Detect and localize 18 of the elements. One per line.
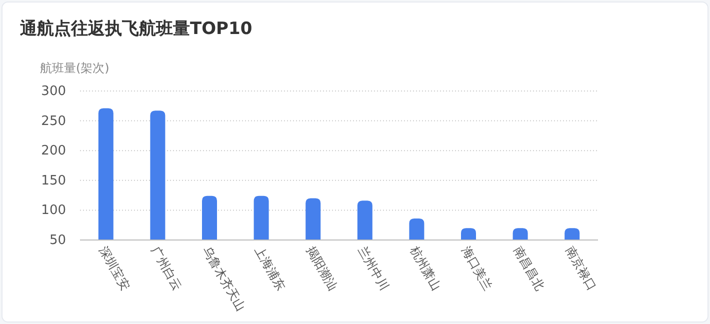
chart-title: 通航点往返执飞航班量TOP10 <box>19 19 252 39</box>
y-tick-label: 300 <box>41 84 66 99</box>
y-tick-label: 50 <box>49 233 66 248</box>
x-tick-label: 兰州中川 <box>355 244 392 293</box>
x-tick-label: 海口美兰 <box>459 244 496 293</box>
x-tick-label: 乌鲁木齐天山 <box>200 244 248 314</box>
y-tick-label: 250 <box>41 114 66 129</box>
y-tick-label: 200 <box>41 144 66 159</box>
x-tick-label: 上海浦东 <box>252 244 288 293</box>
x-tick-label: 杭州萧山 <box>406 243 444 293</box>
y-tick-label: 100 <box>41 203 66 218</box>
y-tick-label: 150 <box>41 173 66 188</box>
x-tick-label: 南京禄口 <box>562 244 599 293</box>
x-tick-label: 广州白云 <box>148 244 184 293</box>
x-tick-label: 揭阳潮汕 <box>304 244 340 293</box>
x-tick-label: 南昌昌北 <box>510 244 547 293</box>
y-axis-title: 航班量(架次) <box>40 61 110 75</box>
x-tick-label: 深圳宝安 <box>96 244 133 293</box>
